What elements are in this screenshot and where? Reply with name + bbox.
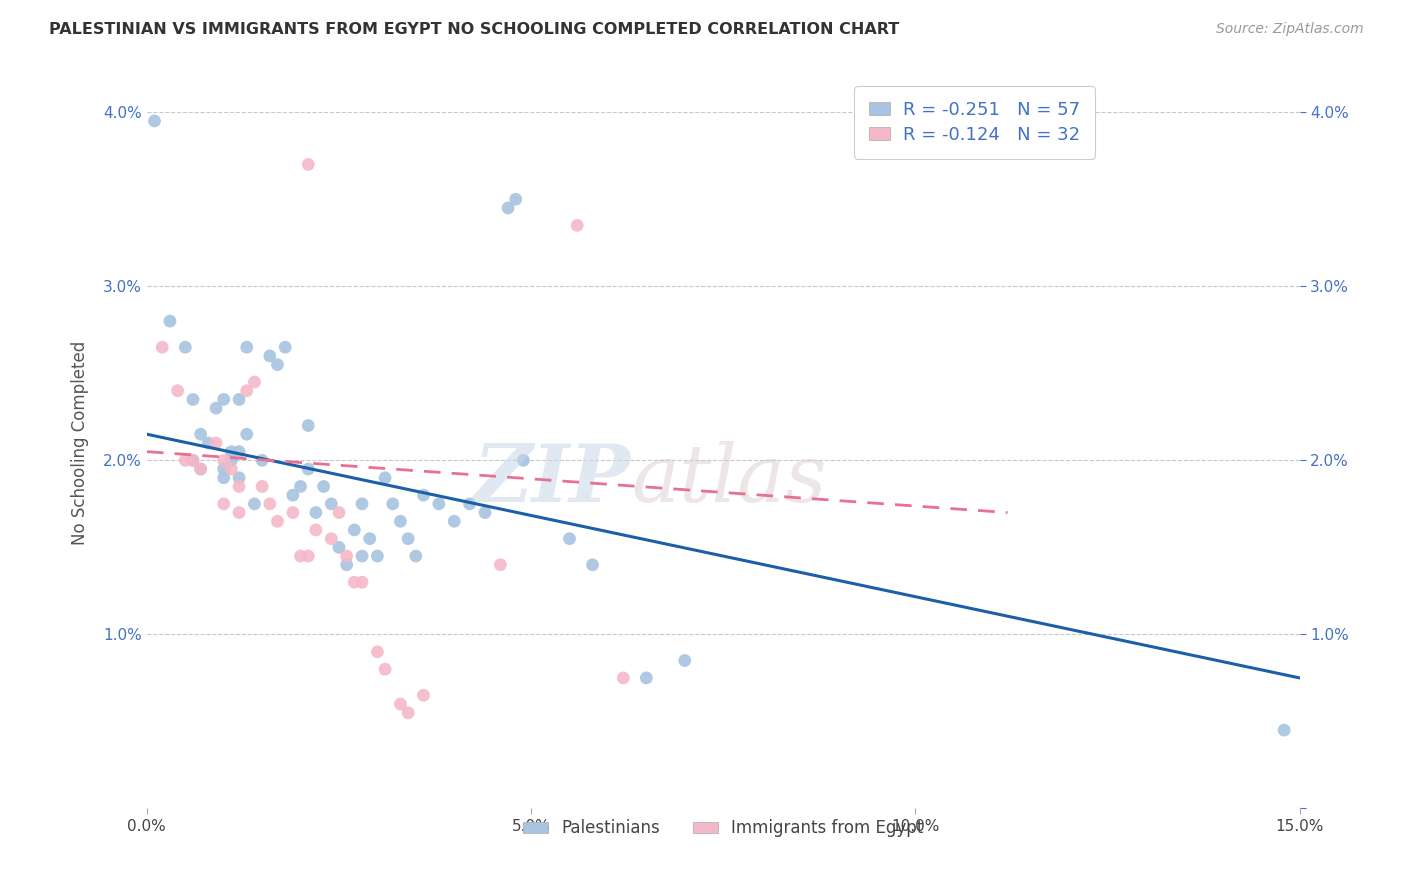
Point [236,384,259,398]
Legend: Palestinians, Immigrants from Egypt: Palestinians, Immigrants from Egypt [516,813,931,844]
Point [221,444,243,458]
Point [190,462,212,476]
Point [259,497,281,511]
Point [321,497,343,511]
Point [228,479,250,493]
Point [396,706,419,720]
Point [266,358,288,372]
Point [266,514,288,528]
Point [297,549,319,563]
Point [366,549,388,563]
Point [250,453,273,467]
Point [205,401,228,416]
Point [673,653,696,667]
Point [181,453,204,467]
Point [250,479,273,493]
Point [496,201,519,215]
Point [328,541,350,555]
Point [205,436,228,450]
Point [567,219,589,233]
Point [405,549,427,563]
Point [612,671,634,685]
Point [350,497,373,511]
Point [174,340,197,354]
Point [228,444,250,458]
Point [427,497,450,511]
Point [297,157,319,171]
Point [174,453,197,467]
Point [396,532,419,546]
Point [212,453,235,467]
Point [190,462,212,476]
Point [512,453,534,467]
Point [458,497,481,511]
Point [181,453,204,467]
Point [374,662,396,676]
Point [489,558,512,572]
Text: ZIP: ZIP [474,441,631,518]
Point [505,192,527,206]
Point [243,375,266,389]
Point [212,471,235,485]
Text: atlas: atlas [631,441,827,518]
Point [350,575,373,590]
Text: PALESTINIAN VS IMMIGRANTS FROM EGYPT NO SCHOOLING COMPLETED CORRELATION CHART: PALESTINIAN VS IMMIGRANTS FROM EGYPT NO … [49,22,900,37]
Point [558,532,581,546]
Point [305,506,328,520]
Point [381,497,404,511]
Point [228,506,250,520]
Point [297,418,319,433]
Point [336,549,359,563]
Point [443,514,465,528]
Point [343,575,366,590]
Point [312,479,335,493]
Point [305,523,328,537]
Point [412,688,434,702]
Text: Source: ZipAtlas.com: Source: ZipAtlas.com [1216,22,1364,37]
Point [181,392,204,407]
Point [212,462,235,476]
Point [581,558,603,572]
Point [321,532,343,546]
Point [359,532,381,546]
Point [297,462,319,476]
Point [143,114,166,128]
Point [197,436,219,450]
Point [336,558,359,572]
Point [212,497,235,511]
Point [389,697,412,711]
Point [236,427,259,442]
Point [221,462,243,476]
Point [243,497,266,511]
Point [259,349,281,363]
Point [281,488,304,502]
Point [328,506,350,520]
Point [290,549,312,563]
Point [290,479,312,493]
Point [228,392,250,407]
Point [343,523,366,537]
Point [389,514,412,528]
Point [166,384,188,398]
Point [474,506,496,520]
Point [150,340,173,354]
Point [374,471,396,485]
Point [190,427,212,442]
Point [228,471,250,485]
Point [366,645,388,659]
Point [281,506,304,520]
Point [636,671,658,685]
Y-axis label: No Schooling Completed: No Schooling Completed [72,341,89,545]
Point [274,340,297,354]
Point [412,488,434,502]
Point [1272,723,1295,738]
Point [212,392,235,407]
Point [221,453,243,467]
Point [350,549,373,563]
Point [159,314,181,328]
Point [236,340,259,354]
